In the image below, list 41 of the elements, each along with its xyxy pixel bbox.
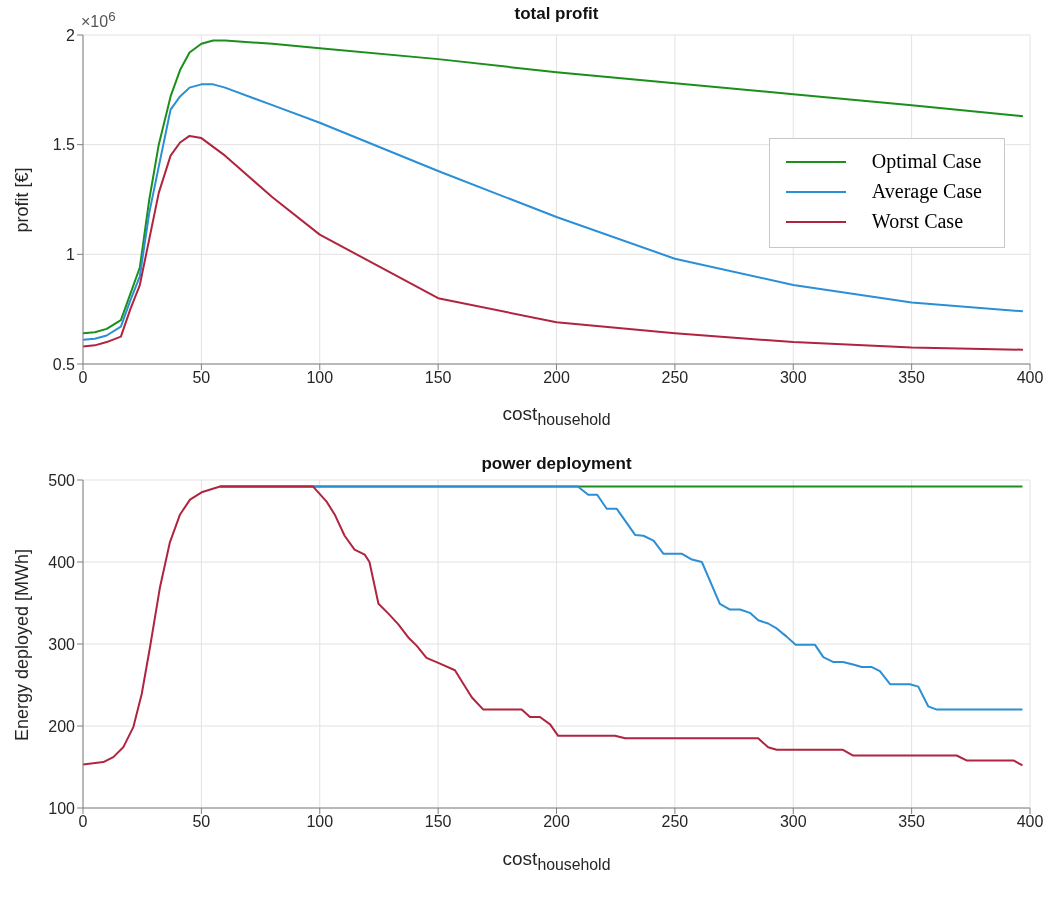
y-tick-label: 300 [48, 635, 76, 653]
line-series [83, 134, 1024, 351]
y-tick-label: 0.5 [52, 355, 76, 373]
y-tick-label: 2 [66, 26, 76, 44]
x-tick-label: 350 [898, 813, 926, 831]
line-series [83, 83, 1024, 341]
text: ×10$^{6}$ [81, 9, 116, 32]
chart-title: total profit [514, 4, 599, 23]
x-tick-label: 400 [1016, 369, 1044, 387]
legend-label: Optimal Case [871, 150, 982, 173]
x-axis-title: cost$_{household}$ [501, 403, 612, 429]
x-tick-label: 100 [306, 813, 334, 831]
line-series [83, 39, 1024, 335]
y-axis-title: Energy deployed [MWh] [11, 548, 33, 742]
x-tick-label: 150 [424, 369, 452, 387]
x-tick-label: 50 [192, 369, 211, 387]
x-tick-label: 200 [543, 813, 570, 831]
x-tick-label: 150 [424, 813, 452, 831]
y-tick-label: 100 [48, 799, 76, 817]
x-tick-label: 300 [779, 369, 807, 387]
x-tick-label: 0 [78, 369, 88, 387]
chart-title: power deployment [480, 454, 633, 474]
x-axis-title: cost$_{household}$ [501, 848, 612, 874]
y-tick-label: 200 [48, 717, 76, 735]
y-tick-label: 400 [48, 553, 76, 571]
x-tick-label: 200 [543, 369, 570, 387]
y-tick-label: 1.5 [52, 136, 76, 154]
x-tick-label: 250 [661, 813, 689, 831]
x-tick-label: 100 [306, 369, 334, 387]
x-tick-label: 50 [192, 813, 211, 831]
x-tick-label: 0 [78, 813, 88, 831]
y-tick-label: 500 [48, 471, 76, 489]
x-tick-label: 250 [661, 369, 689, 387]
x-tick-label: 300 [779, 813, 807, 831]
x-tick-label: 350 [898, 369, 926, 387]
y-tick-label: 1 [66, 246, 76, 264]
x-tick-label: 400 [1016, 813, 1044, 831]
y-axis-title: profit [€] [11, 167, 33, 233]
legend-label: Worst Case [871, 210, 964, 233]
legend-label: Average Case [871, 180, 982, 203]
line-series [83, 485, 1024, 767]
